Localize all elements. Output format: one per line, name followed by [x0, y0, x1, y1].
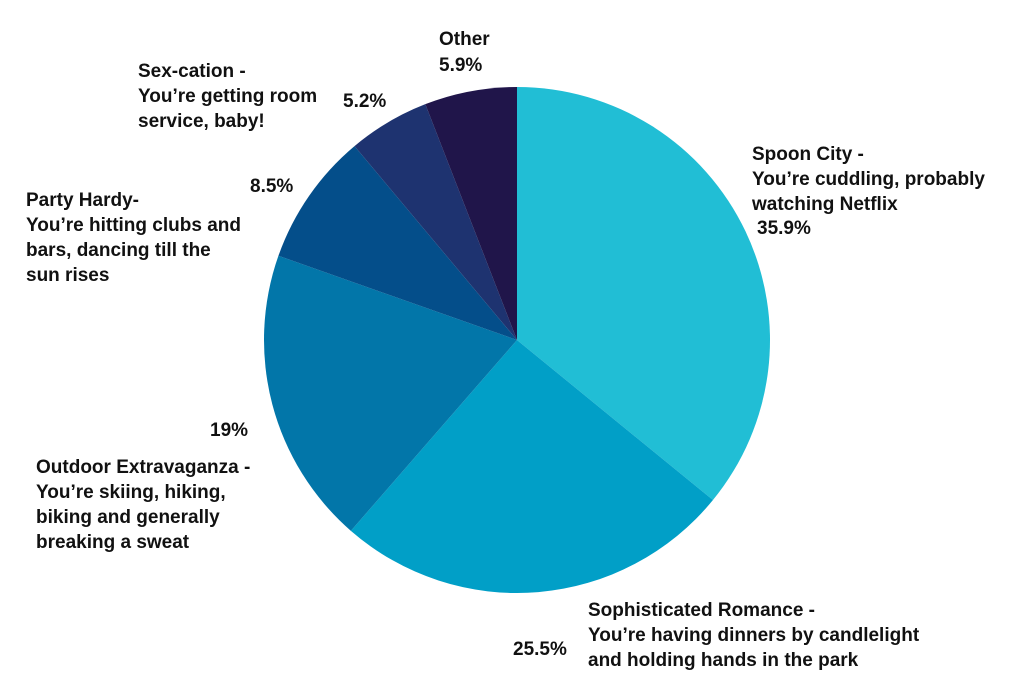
- pie-slice-3: [278, 146, 517, 340]
- label-other: Other: [439, 29, 490, 50]
- pie-slice-2: [264, 255, 517, 531]
- pie-slice-0: [517, 87, 771, 501]
- pct-sophisticated-romance: 25.5%: [513, 639, 567, 660]
- label-spoon-city: Spoon City - You’re cuddling, probably w…: [752, 144, 985, 215]
- label-sophisticated-romance: Sophisticated Romance - You’re having di…: [588, 600, 920, 671]
- label-party-hardy: Party Hardy- You’re hitting clubs and ba…: [26, 190, 241, 286]
- label-outdoor-extravaganza: Outdoor Extravaganza - You’re skiing, hi…: [36, 457, 251, 553]
- pct-other: 5.9%: [439, 55, 483, 76]
- pie-slice-5: [425, 87, 517, 340]
- pie-slice-1: [350, 340, 713, 594]
- pct-outdoor-extravaganza: 19%: [210, 420, 249, 441]
- pct-sex-cation: 5.2%: [343, 91, 387, 112]
- pie-slice-4: [354, 104, 517, 341]
- pct-party-hardy: 8.5%: [250, 176, 294, 197]
- label-sex-cation: Sex-cation - You’re getting room service…: [138, 61, 318, 132]
- pct-spoon-city: 35.9%: [757, 218, 811, 239]
